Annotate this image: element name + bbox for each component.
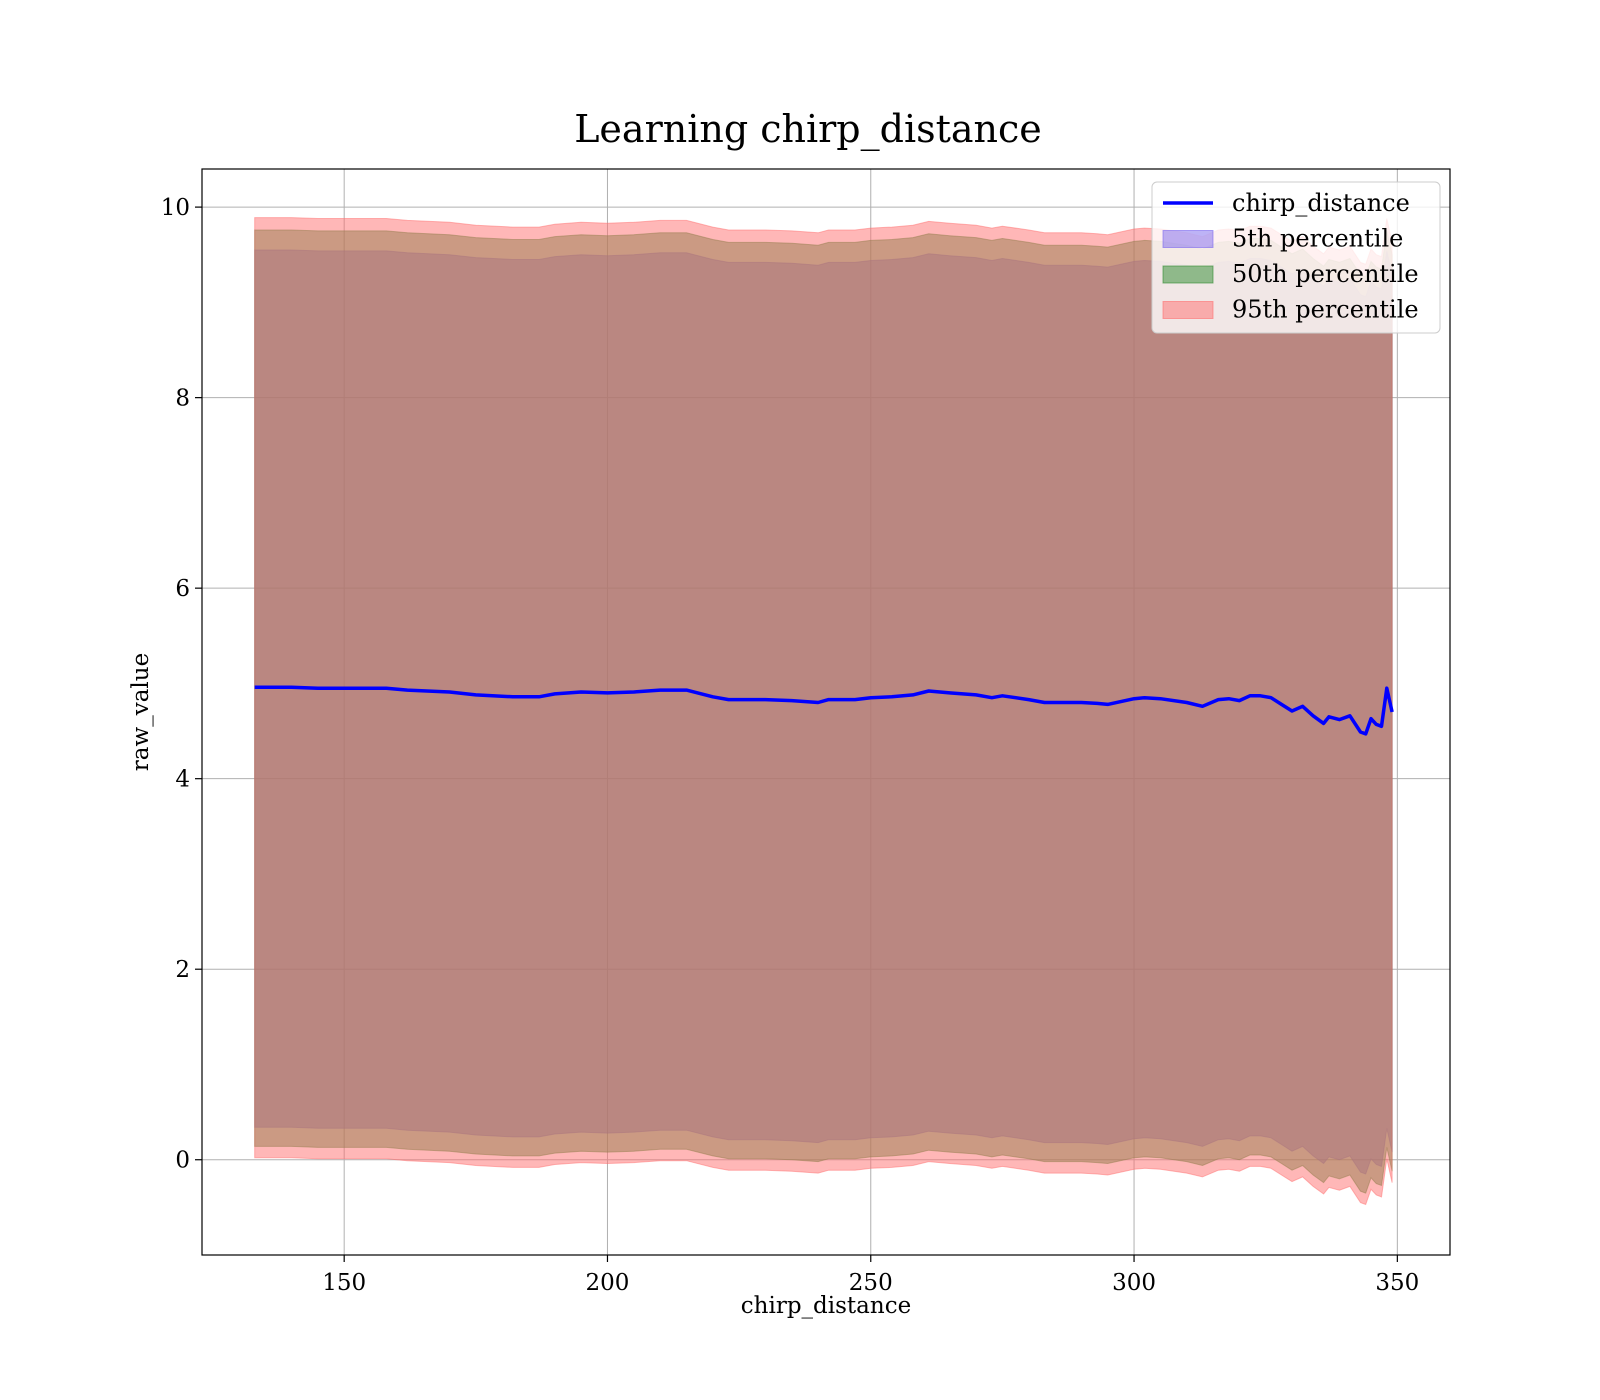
legend-swatch-50th-percentile: [1162, 265, 1214, 284]
x-tick-label: 200: [586, 1270, 630, 1296]
legend: chirp_distance 5th percentile 50th percent…: [1151, 181, 1441, 334]
band-95th-percentile: [254, 217, 1393, 1206]
x-tick-label: 300: [1112, 1270, 1156, 1296]
plot-frame: [201, 168, 1451, 1256]
y-tick-label: 4: [175, 767, 190, 793]
legend-label-50th-percentile: 50th percentile: [1232, 260, 1419, 288]
y-tick-label: 6: [175, 576, 190, 602]
x-tick-label: 350: [1375, 1270, 1419, 1296]
legend-items: chirp_distance 5th percentile 50th percent…: [1162, 189, 1419, 324]
tick-layer: 150 200 250 300 350 0 2 4 6 8 10: [161, 195, 1420, 1296]
line-chirp-distance: [254, 685, 1394, 736]
y-axis-label: raw_value: [128, 653, 154, 771]
y-tick-label: 8: [175, 386, 190, 412]
line-layer: [254, 685, 1394, 736]
x-tick-label: 250: [849, 1270, 893, 1296]
band-layer: [254, 217, 1393, 1206]
legend-label-chirp-distance: chirp_distance: [1232, 189, 1410, 217]
chart-title: Learning chirp_distance: [574, 107, 1042, 152]
y-tick-label: 10: [161, 195, 190, 221]
legend-label-5th-percentile: 5th percentile: [1232, 225, 1403, 253]
y-tick-label: 2: [175, 957, 190, 983]
legend-swatch-95th-percentile: [1162, 301, 1214, 319]
x-axis-label: chirp_distance: [741, 1293, 911, 1319]
legend-frame: [1151, 181, 1441, 334]
x-tick-label: 150: [322, 1270, 366, 1296]
legend-swatch-5th-percentile: [1162, 230, 1214, 248]
y-tick-label: 0: [175, 1148, 190, 1174]
legend-label-95th-percentile: 95th percentile: [1232, 296, 1419, 324]
